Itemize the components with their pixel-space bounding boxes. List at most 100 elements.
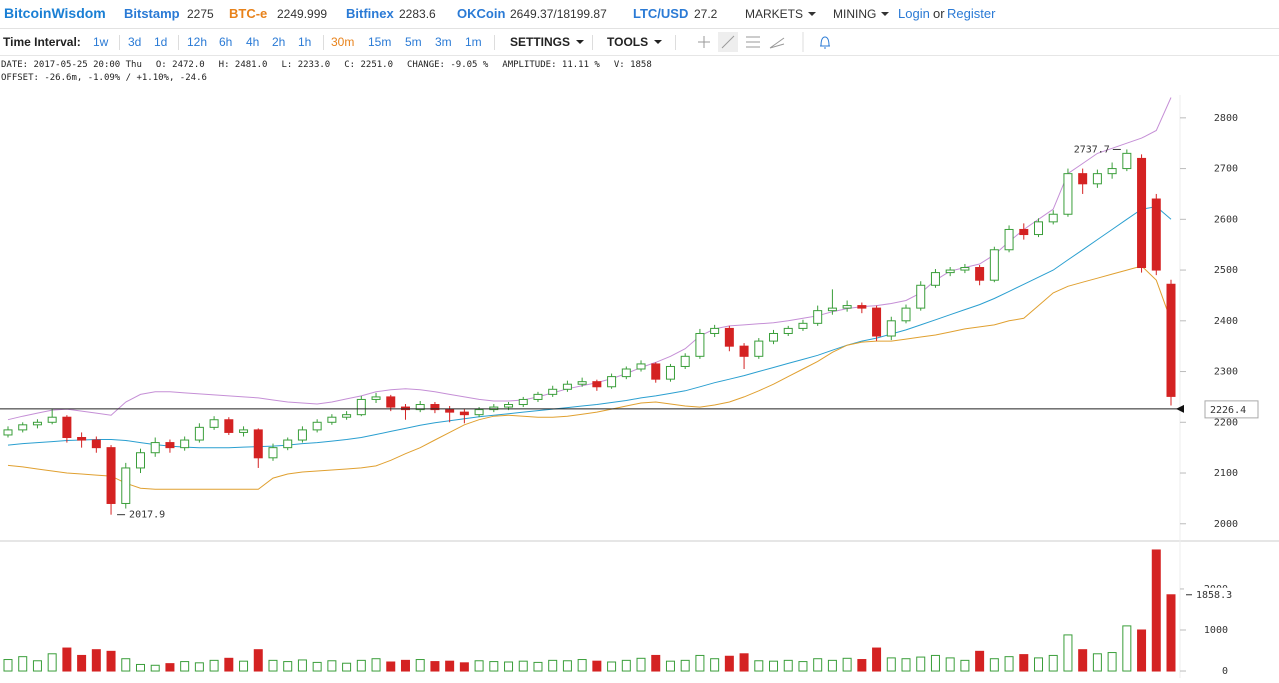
candle-body <box>1137 157 1147 269</box>
volume-bar <box>960 659 970 672</box>
line-icon[interactable] <box>721 35 735 49</box>
info-line: OFFSET: -26.6m, -1.09% / +1.10%, -24.6 <box>1 72 666 85</box>
y-tick-label: 2400 <box>1214 316 1238 327</box>
interval-button[interactable]: 2h <box>272 35 286 49</box>
alert-icon[interactable] <box>820 36 830 49</box>
separator <box>494 35 495 50</box>
candle-body <box>577 381 587 385</box>
volume-bar <box>577 659 587 672</box>
interval-button[interactable]: 15m <box>368 35 392 49</box>
volume-bar <box>916 656 926 672</box>
volume-bar <box>798 661 808 672</box>
interval-button[interactable]: 5m <box>405 35 422 49</box>
volume-bar <box>224 657 234 672</box>
y-tick-label: 2200 <box>1214 417 1238 428</box>
candle-body <box>1122 152 1132 170</box>
register-link[interactable]: Register <box>947 6 996 21</box>
candle-body <box>209 419 219 428</box>
volume-bar <box>665 660 675 672</box>
volume-bar <box>327 660 337 672</box>
volume-label-bg <box>1184 587 1240 602</box>
ticker-price: 27.2 <box>694 7 718 21</box>
price-label: 2226.4 <box>1210 405 1246 416</box>
candle-body <box>445 409 455 413</box>
volume-bar <box>1107 652 1117 672</box>
menu[interactable]: MARKETS <box>745 7 817 21</box>
fan-icon[interactable] <box>769 37 785 49</box>
settings-menu[interactable]: SETTINGS <box>510 35 585 49</box>
ticker-name[interactable]: LTC/USD <box>633 6 689 21</box>
interval-button[interactable]: 1m <box>465 35 482 49</box>
candle-body <box>975 267 985 281</box>
interval-button[interactable]: 6h <box>219 35 233 49</box>
volume-bar <box>901 658 911 672</box>
volume-bar <box>342 662 352 672</box>
interval-button[interactable]: 4h <box>246 35 260 49</box>
candle-body <box>327 416 337 423</box>
candle-body <box>636 363 646 370</box>
volume-bar <box>239 660 249 672</box>
interval-button[interactable]: 1h <box>298 35 312 49</box>
candle-body <box>415 404 425 411</box>
interval-button[interactable]: 3d <box>128 35 142 49</box>
low-annotation: 2017.9 <box>129 510 165 521</box>
volume-bar <box>695 654 705 672</box>
separator <box>119 35 120 50</box>
ticker-name[interactable]: Bitstamp <box>124 6 180 21</box>
hlines-icon[interactable] <box>746 36 760 48</box>
tools-menu[interactable]: TOOLS <box>607 35 663 49</box>
offset-text: OFFSET: -26.6m, -1.09% / +1.10%, -24.6 <box>1 73 207 83</box>
brand[interactable]: BitcoinWisdom <box>4 5 106 21</box>
volume-bar <box>1004 656 1014 672</box>
candle-body <box>18 424 28 431</box>
info-panel: DATE: 2017-05-25 20:00 Thu O: 2472.0 H: 24… <box>1 59 666 85</box>
candle-body <box>253 429 263 459</box>
volume-bar <box>636 657 646 672</box>
volume-bar <box>1078 649 1088 672</box>
info-item: C: 2251.0 <box>344 60 394 70</box>
info-item: CHANGE: -9.05 % <box>407 60 489 70</box>
login-link[interactable]: Login <box>898 6 930 21</box>
candle-body <box>3 429 13 436</box>
ticker-name[interactable]: Bitfinex <box>346 6 394 21</box>
volume-bar <box>135 663 145 672</box>
crosshair-icon[interactable] <box>698 36 710 48</box>
interval-button[interactable]: 1d <box>154 35 168 49</box>
ticker-price: 2283.6 <box>399 7 436 21</box>
volume-bar <box>430 661 440 672</box>
candle-body <box>268 447 278 459</box>
candle-body <box>1107 168 1117 175</box>
volume-bar <box>283 661 293 672</box>
info-item: V: 1858 <box>613 60 652 70</box>
candle-body <box>135 452 145 469</box>
interval-button[interactable]: 30m <box>331 35 355 49</box>
volume-bar <box>548 659 558 672</box>
volume-bar <box>886 657 896 672</box>
volume-bar <box>91 649 101 672</box>
indicator-line <box>7 97 1172 421</box>
y-tick-label: 2600 <box>1214 214 1238 225</box>
volume-bar <box>459 662 469 672</box>
toolbar: Time Interval: 1w 3d 1d 12h 6h 4h 2h 1h 30m 15m 5m 3… <box>0 29 1279 56</box>
volume-bar <box>1122 625 1132 672</box>
candle-body <box>548 388 558 395</box>
candle-body <box>798 322 808 329</box>
volume-bar <box>1034 657 1044 672</box>
interval-button[interactable]: 12h <box>187 35 208 49</box>
candle-body <box>739 345 749 357</box>
volume-bar <box>489 661 499 672</box>
y-tick-label: 2800 <box>1214 113 1238 124</box>
interval-button[interactable]: 1w <box>93 35 109 49</box>
ticker-name[interactable]: OKCoin <box>457 6 506 21</box>
menu[interactable]: MINING <box>833 7 890 21</box>
price-pointer <box>1176 404 1184 413</box>
indicator-line <box>7 206 1172 449</box>
info-item: O: 2472.0 <box>155 60 205 70</box>
ticker-price: 2249.999 <box>277 7 328 21</box>
interval-button[interactable]: 3m <box>435 35 452 49</box>
candle-body <box>371 396 381 400</box>
candle-body <box>400 406 410 411</box>
ticker-name[interactable]: BTC-e <box>229 6 268 21</box>
candle-body <box>77 437 87 441</box>
